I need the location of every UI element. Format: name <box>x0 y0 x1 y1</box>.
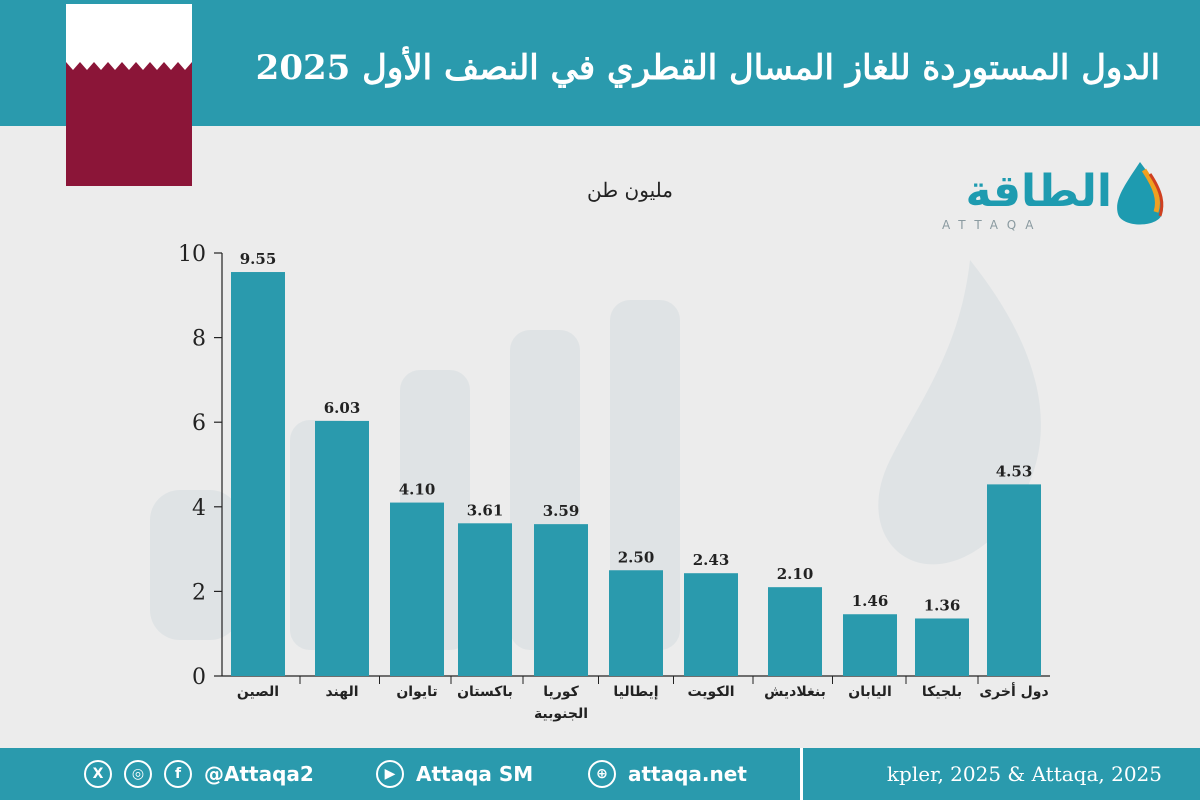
dribbble-icon[interactable]: ⊕ <box>588 760 616 788</box>
bar-value-label: 2.43 <box>693 551 730 569</box>
x-tick-label: باكستان <box>457 684 513 700</box>
x-tick-label: بنغلاديش <box>764 684 826 700</box>
bar-value-label: 3.59 <box>543 502 580 520</box>
bar <box>231 272 285 676</box>
logo-arabic-text: الطاقة <box>965 166 1112 217</box>
bar <box>390 502 444 676</box>
bar <box>915 618 969 676</box>
bar <box>843 614 897 676</box>
drop-icon <box>1117 162 1164 225</box>
bar-value-label: 3.61 <box>467 501 504 519</box>
y-tick-label: 4 <box>192 496 206 521</box>
youtube-channel[interactable]: Attaqa SM <box>416 762 534 786</box>
bar <box>684 573 738 676</box>
bar <box>768 587 822 676</box>
source-credit: kpler, 2025 & Attaqa, 2025 <box>886 762 1162 786</box>
x-tick-label: اليابان <box>848 684 892 700</box>
x-tick-label: دول أخرى <box>979 682 1048 700</box>
y-tick-label: 10 <box>178 242 206 267</box>
bar-value-label: 6.03 <box>324 399 361 417</box>
bar <box>315 420 369 676</box>
x-tick-label: الصين <box>237 684 279 700</box>
bar-value-label: 1.36 <box>924 596 961 614</box>
bar-value-label: 9.55 <box>240 250 277 268</box>
x-tick-label: بلجيكا <box>922 684 962 700</box>
youtube-icon[interactable]: ▶ <box>376 760 404 788</box>
bar-value-label: 2.50 <box>618 548 655 566</box>
x-tick-label: الكويت <box>687 684 734 700</box>
bar-value-label: 1.46 <box>852 592 889 610</box>
footer-divider <box>800 748 803 800</box>
y-tick-label: 0 <box>192 665 206 690</box>
footer-bar: X ◎ f @Attaqa2 ▶ Attaqa SM ⊕ attaqa.net … <box>0 748 1200 800</box>
x-tick-label: الهند <box>325 684 358 700</box>
website-link[interactable]: attaqa.net <box>628 762 747 786</box>
y-tick-label: 6 <box>192 411 206 436</box>
social-handle[interactable]: @Attaqa2 <box>204 762 314 786</box>
qatar-flag-icon <box>66 4 192 186</box>
instagram-icon[interactable]: ◎ <box>124 760 152 788</box>
x-tick-label: إيطاليا <box>613 684 658 700</box>
bar-value-label: 2.10 <box>777 565 814 583</box>
y-tick-label: 2 <box>192 580 206 605</box>
x-tick-label: تايوان <box>396 684 437 700</box>
logo-latin-text: ATTAQA <box>942 218 1043 232</box>
bar <box>609 570 663 676</box>
bar <box>987 484 1041 676</box>
x-tick-label: الجنوبية <box>534 706 588 722</box>
y-tick-label: 8 <box>192 327 206 352</box>
bar-value-label: 4.10 <box>399 481 436 499</box>
bar <box>534 524 588 676</box>
bar <box>458 523 512 676</box>
facebook-icon[interactable]: f <box>164 760 192 788</box>
header-banner: الدول المستوردة للغاز المسال القطري في ا… <box>0 0 1200 126</box>
page-title: الدول المستوردة للغاز المسال القطري في ا… <box>255 48 1160 88</box>
bar-value-label: 4.53 <box>996 462 1033 480</box>
x-tick-label: كوريا <box>543 684 579 700</box>
attaqa-logo: الطاقة ATTAQA <box>928 160 1178 240</box>
unit-label: مليون طن <box>587 178 673 202</box>
x-icon[interactable]: X <box>84 760 112 788</box>
